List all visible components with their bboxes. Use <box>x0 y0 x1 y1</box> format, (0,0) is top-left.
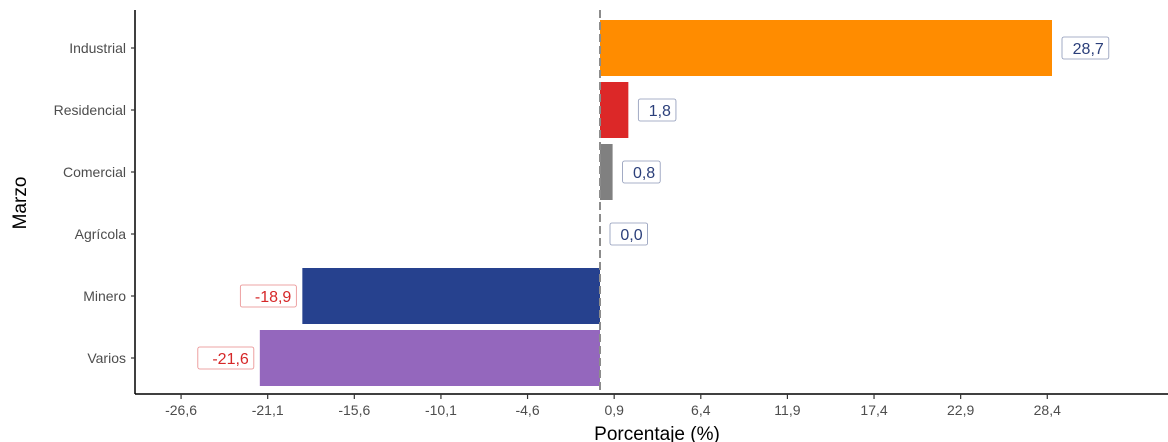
y-tick-label-industrial: Industrial <box>69 40 126 56</box>
data-label-minero: -18,9 <box>255 289 292 306</box>
x-tick-label: -26,6 <box>165 402 197 418</box>
x-axis-ticks: -26,6 -21,1 -15,6 -10,1 -4,6 0,9 6,4 11,9 17,4 22… <box>165 394 1061 418</box>
y-tick-label-varios: Varios <box>87 350 126 366</box>
data-labels-layer: 28,7 1,8 0,8 0,0 -18,9 -21,6 <box>197 36 1110 370</box>
x-tick-label: -10,1 <box>425 402 457 418</box>
y-axis-title: Marzo <box>10 177 31 230</box>
bar-industrial <box>600 20 1052 76</box>
data-label-varios: -21,6 <box>212 351 249 368</box>
data-label-comercial: 0,8 <box>633 165 655 182</box>
data-label-box-industrial <box>1061 36 1110 60</box>
bar-minero <box>302 268 600 324</box>
x-tick-label: 28,4 <box>1034 402 1061 418</box>
x-tick-label: 17,4 <box>860 402 887 418</box>
y-tick-label-minero: Minero <box>83 288 126 304</box>
data-label-box-minero <box>239 284 297 308</box>
x-tick-label: 22,9 <box>947 402 974 418</box>
bar-residencial <box>600 82 629 138</box>
x-tick-label: 6,4 <box>691 402 711 418</box>
data-label-box-varios <box>197 346 255 370</box>
y-tick-label-residencial: Residencial <box>54 102 126 118</box>
y-tick-label-comercial: Comercial <box>63 164 126 180</box>
y-axis-ticks: Industrial Residencial Comercial Agrícola Mi… <box>54 40 135 366</box>
data-label-box-residencial <box>637 98 677 122</box>
x-tick-label: 11,9 <box>774 402 800 418</box>
data-label-residencial: 1,8 <box>649 103 671 120</box>
data-label-agricola: 0,0 <box>620 227 642 244</box>
y-tick-label-agricola: Agrícola <box>75 226 127 242</box>
x-tick-label: -15,6 <box>338 402 370 418</box>
data-label-box-agricola <box>609 222 648 246</box>
x-tick-label: -4,6 <box>515 402 539 418</box>
data-label-industrial: 28,7 <box>1073 41 1104 58</box>
bar-varios <box>259 330 600 386</box>
bars-layer <box>259 20 1052 386</box>
x-tick-label: 0,9 <box>604 402 624 418</box>
x-tick-label: -21,1 <box>252 402 284 418</box>
x-axis-title: Porcentaje (%) <box>594 424 720 442</box>
bar-comercial <box>600 144 613 200</box>
data-label-box-comercial <box>622 160 661 184</box>
